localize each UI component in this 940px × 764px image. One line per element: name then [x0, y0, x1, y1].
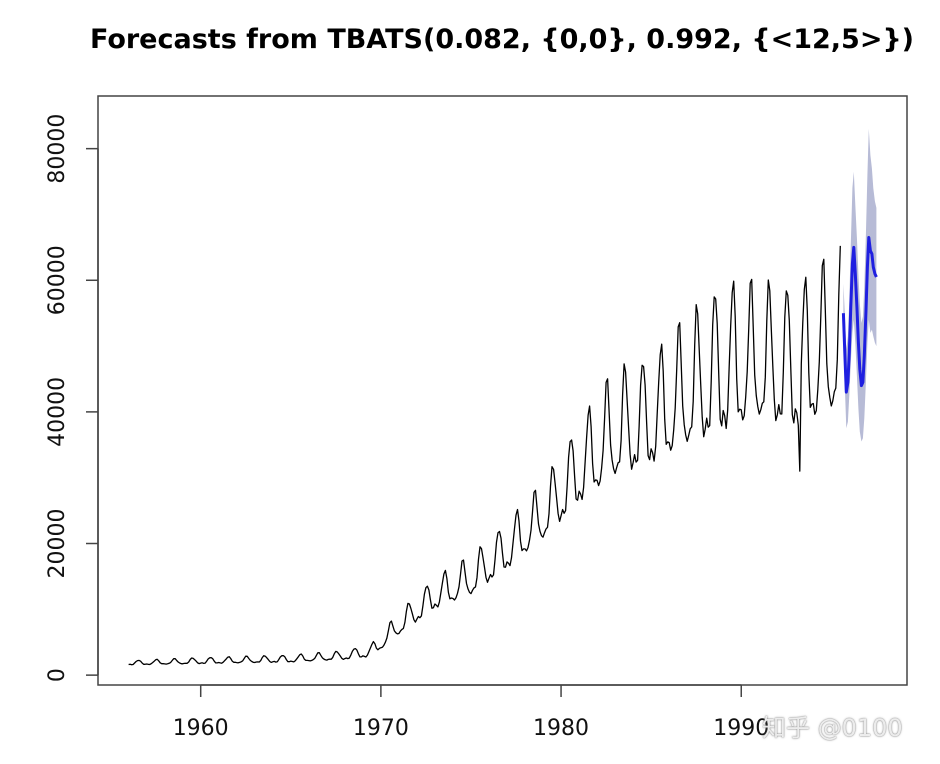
prediction-interval: [843, 128, 877, 442]
forecast-line: [841, 236, 878, 394]
y-tick-label: 80000: [45, 114, 70, 184]
interval-band: [843, 128, 877, 442]
history-line: [128, 245, 841, 666]
y-tick-label: 40000: [45, 377, 70, 447]
forecast-series: [841, 236, 878, 394]
chart-title: Forecasts from TBATS(0.082, {0,0}, 0.992…: [90, 24, 914, 55]
x-tick-label: 1990: [713, 716, 769, 741]
plot-frame: [97, 95, 908, 686]
x-tick-label: 1970: [353, 716, 409, 741]
history-series: [128, 245, 841, 666]
y-tick-label: 0: [45, 668, 70, 682]
x-tick-label: 1980: [533, 716, 589, 741]
x-axis: 1960 1970 1980 1990: [173, 684, 769, 741]
y-tick-label: 20000: [45, 509, 70, 579]
watermark: 知乎 @0100: [762, 714, 903, 742]
y-tick-label: 60000: [45, 245, 70, 315]
x-tick-label: 1960: [173, 716, 229, 741]
y-axis: 0 20000 40000 60000 80000: [45, 114, 99, 682]
